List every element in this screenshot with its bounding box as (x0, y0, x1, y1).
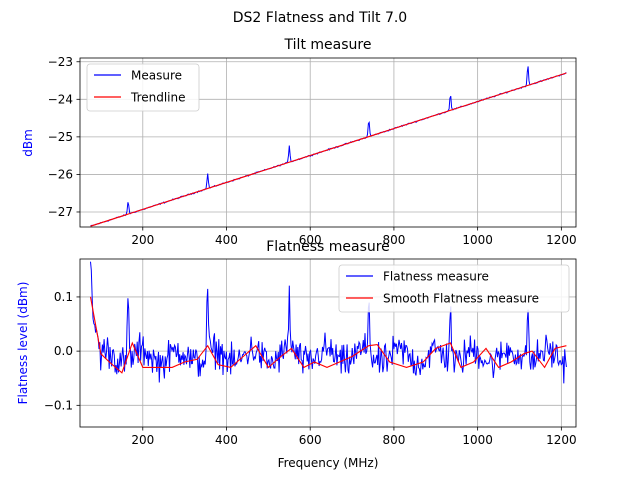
tilt-series (90, 66, 567, 227)
x-tick-label: 200 (131, 233, 154, 247)
tilt-ylabel: dBm (21, 129, 35, 157)
x-tick-label: 1200 (546, 433, 577, 447)
tilt-legend: Measure Trendline (86, 63, 200, 112)
y-tick-label: −23 (48, 55, 73, 69)
flatness-ylabel: Flatness level (dBm) (16, 282, 30, 405)
figure-title: DS2 Flatness and Tilt 7.0 (233, 10, 407, 26)
x-tick-label: 1000 (462, 233, 493, 247)
x-tick-label: 800 (382, 233, 405, 247)
tilt-panel: Tilt measure 200 400 600 800 1000 1200 −27 −26 −… (21, 37, 577, 247)
legend-label: Smooth Flatness measure (383, 292, 539, 306)
x-tick-label: 600 (299, 433, 322, 447)
x-tick-label: 800 (382, 433, 405, 447)
x-tick-label: 200 (131, 433, 154, 447)
x-tick-label: 1000 (462, 433, 493, 447)
tilt-title: Tilt measure (284, 37, 372, 53)
series-line (90, 261, 567, 384)
y-tick-label: 0.0 (54, 344, 73, 358)
x-tick-label: 400 (215, 233, 238, 247)
series-line (89, 296, 567, 374)
flatness-grid (80, 259, 576, 427)
x-tick-label: 600 (299, 233, 322, 247)
y-tick-label: −25 (48, 130, 73, 144)
flatness-series (89, 261, 567, 384)
legend-label: Measure (131, 69, 182, 83)
x-tick-label: 400 (215, 433, 238, 447)
series-line (90, 72, 567, 227)
y-tick-label: −27 (48, 205, 73, 219)
legend-box (86, 63, 200, 112)
tilt-ticks: 200 400 600 800 1000 1200 −27 −26 −25 −24 −23 (48, 55, 577, 247)
flatness-panel: 200 400 600 800 1000 1200 −0.1 0.0 0.1 Flatness … (16, 239, 577, 470)
y-tick-label: −24 (48, 92, 73, 106)
y-tick-label: 0.1 (54, 290, 73, 304)
y-tick-label: −26 (48, 167, 73, 181)
flatness-title: Flatness measure (266, 239, 390, 255)
flatness-legend: Flatness measure Smooth Flatness measure (338, 264, 570, 313)
y-tick-label: −0.1 (44, 398, 73, 412)
flatness-xlabel: Frequency (MHz) (278, 456, 379, 470)
flatness-axes-frame (79, 258, 577, 428)
flatness-ticks: 200 400 600 800 1000 1200 −0.1 0.0 0.1 (44, 290, 577, 447)
x-tick-label: 1200 (546, 233, 577, 247)
tilt-axes-frame (79, 57, 577, 228)
legend-label: Trendline (130, 91, 186, 105)
legend-label: Flatness measure (383, 270, 489, 284)
legend-box (338, 264, 570, 313)
